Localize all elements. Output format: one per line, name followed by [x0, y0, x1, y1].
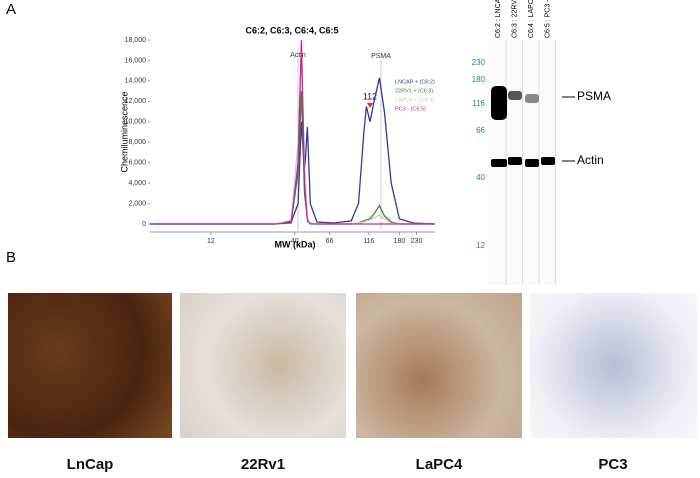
peak-arrow	[367, 103, 373, 108]
y-tick-label: 0	[142, 221, 146, 228]
mw-marker: 116	[472, 99, 485, 108]
band-label: Actin	[577, 153, 604, 167]
lane-label: C6:3 : 22RV1 +	[511, 0, 518, 38]
x-tick-label: 116	[363, 238, 374, 245]
legend-entry: LAPC4 + (C6:4)	[395, 97, 434, 103]
sample-label: LaPC4	[416, 456, 463, 473]
mw-marker: 180	[472, 75, 486, 84]
chart-title: C6:2, C6:3, C6:4, C6:5	[245, 25, 338, 35]
y-axis-label: Chemiluminescence	[119, 91, 129, 172]
annotation: Actin	[290, 52, 306, 59]
x-axis-label: MW (kDa)	[275, 239, 316, 249]
y-tick-label: 18,000	[125, 37, 147, 44]
panel-label: B	[6, 249, 16, 266]
series-line	[150, 39, 435, 225]
series-line	[150, 77, 436, 225]
x-tick-label: 40	[291, 238, 299, 245]
y-tick-label: 16,000	[125, 57, 147, 64]
histology-image	[530, 293, 697, 438]
series-line	[150, 50, 435, 225]
y-tick-label: 8,000	[128, 139, 146, 146]
y-tick-label: 12,000	[125, 98, 147, 105]
gel-band	[525, 159, 539, 167]
y-tick-label: 4,000	[128, 180, 146, 187]
sample-label: LnCap	[67, 456, 114, 473]
x-tick-label: 66	[326, 238, 334, 245]
gel-band	[508, 91, 522, 100]
annotation: 112	[363, 91, 377, 101]
lane-label: C6:5 : PC3 -	[544, 0, 551, 38]
legend-entry: PC3 - (C6:5)	[395, 106, 426, 112]
y-tick-label: 10,000	[125, 119, 147, 126]
histology-image	[180, 293, 346, 438]
gel-band	[491, 159, 507, 167]
annotation: PSMA	[371, 53, 391, 60]
mw-marker: 12	[476, 241, 485, 250]
mw-marker: 230	[472, 58, 486, 67]
histology-image	[356, 293, 522, 438]
mw-marker: 66	[476, 126, 485, 135]
gel-band	[541, 157, 555, 165]
lane-label: C6:2 : LNCAP +	[495, 0, 502, 38]
y-tick-label: 6,000	[128, 160, 146, 167]
legend-entry: LNCAP + (C6:2)	[395, 79, 435, 85]
x-tick-label: 12	[207, 238, 215, 245]
mw-marker: 40	[476, 173, 485, 182]
panel-label: A	[6, 1, 16, 18]
sample-label: 22Rv1	[241, 456, 285, 473]
x-tick-label: 180	[394, 238, 406, 245]
gel-band	[508, 157, 522, 165]
band-label: PSMA	[577, 89, 611, 103]
y-tick-label: 14,000	[125, 78, 147, 85]
histology-image	[8, 293, 172, 438]
gel-band	[491, 86, 507, 120]
legend-entry: 22RV1 + (C6:3)	[395, 88, 433, 94]
lane-label: C6:4 : LAPC4 +	[528, 0, 535, 38]
sample-label: PC3	[598, 456, 627, 473]
y-tick-label: 2,000	[128, 200, 146, 207]
gel-band	[525, 94, 539, 103]
x-tick-label: 230	[411, 238, 423, 245]
